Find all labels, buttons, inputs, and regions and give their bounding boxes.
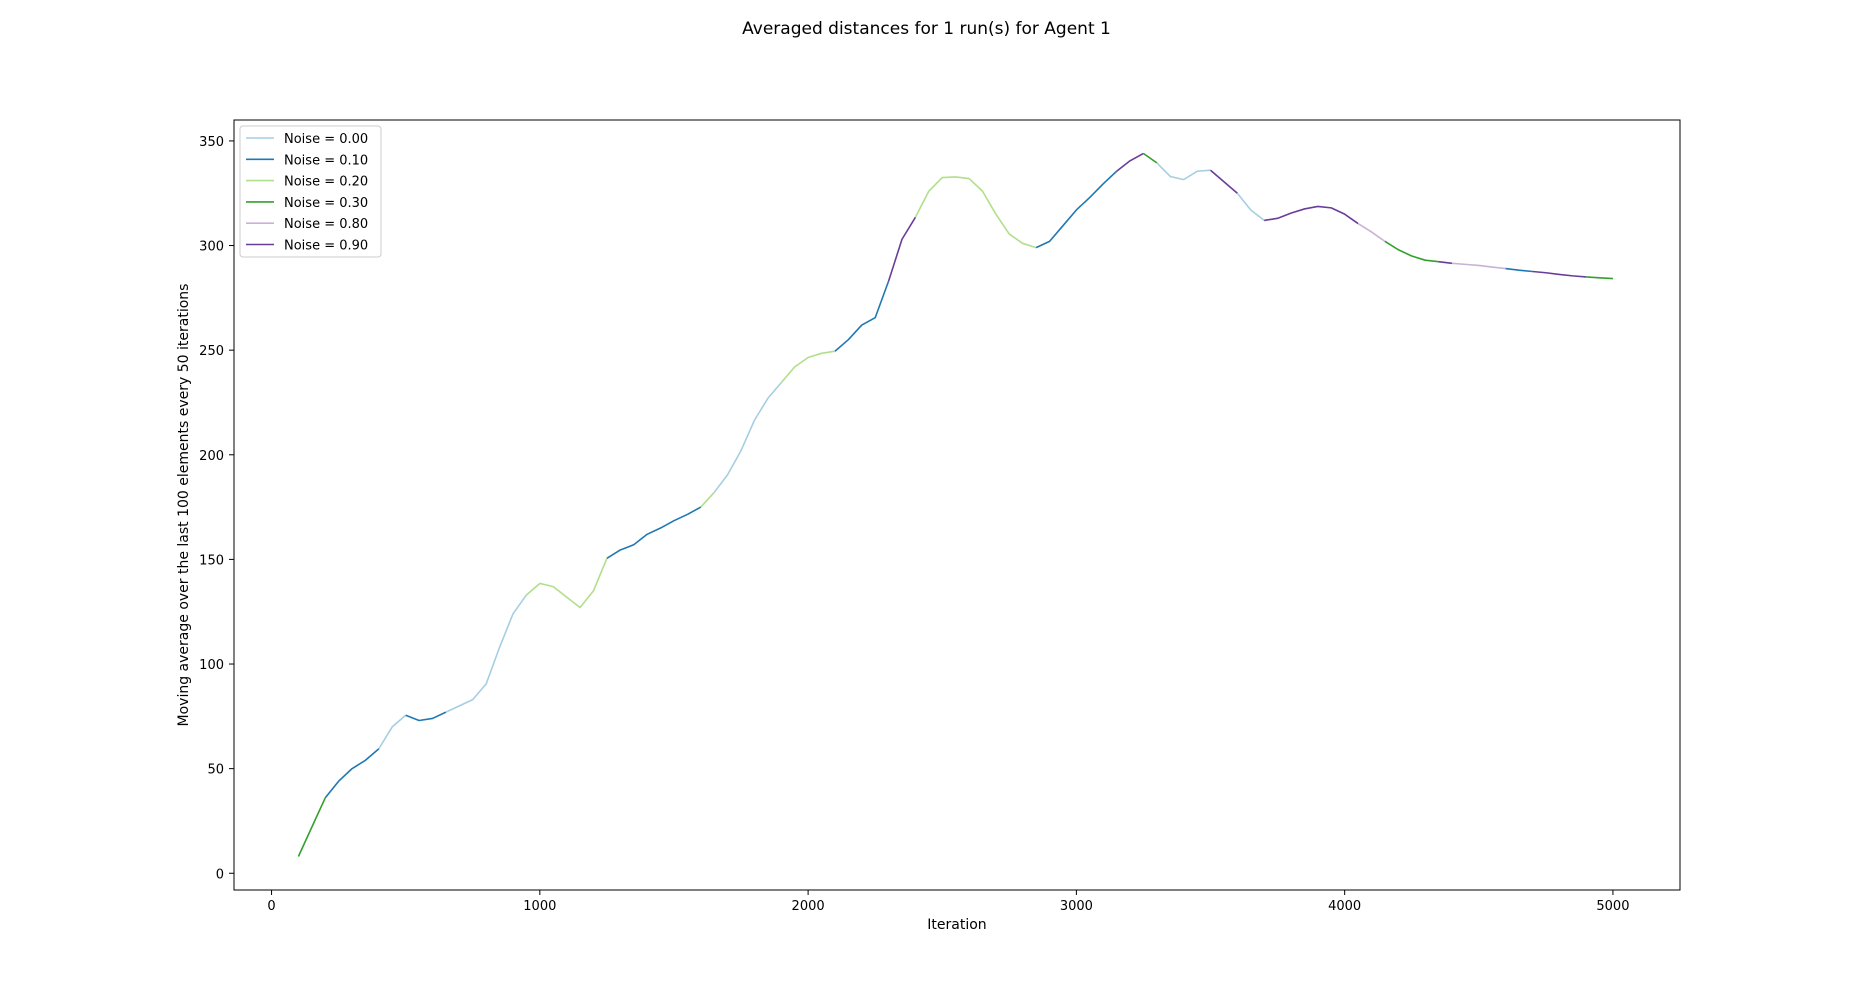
legend-label: Noise = 0.00: [284, 132, 368, 147]
x-axis: 0 1000 2000 3000 4000 5000: [267, 890, 1629, 914]
series-line-segment: [887, 216, 917, 282]
x-tick-label: 2000: [792, 899, 825, 914]
series-line-segment: [1116, 152, 1144, 172]
y-tick-label: 0: [216, 867, 224, 882]
plot-area-frame: [233, 119, 1681, 891]
series-line-segment: [1438, 260, 1453, 265]
series-line-segment: [1209, 169, 1238, 194]
chart-title: Averaged distances for 1 run(s) for Agen…: [742, 19, 1111, 39]
x-axis-label: Iteration: [927, 917, 986, 933]
series-line-segment: [324, 748, 380, 799]
y-tick-label: 250: [199, 344, 224, 359]
series-line-segment: [1142, 152, 1158, 164]
series-line-segment: [445, 594, 528, 713]
series-line-segment: [297, 797, 326, 857]
series-line-segment: [700, 491, 715, 508]
y-tick-label: 150: [199, 553, 224, 568]
x-tick-label: 1000: [523, 899, 556, 914]
series-line-segment: [606, 506, 702, 560]
legend-label: Noise = 0.10: [284, 153, 368, 168]
series-line-segment: [1451, 262, 1506, 270]
y-tick-label: 300: [199, 240, 224, 255]
x-tick-label: 4000: [1328, 899, 1361, 914]
y-tick-label: 200: [199, 449, 224, 464]
series-line-segment: [1532, 270, 1587, 278]
x-tick-label: 3000: [1060, 899, 1093, 914]
y-tick-label: 100: [199, 658, 224, 673]
series-line-segment: [1236, 192, 1265, 222]
y-tick-label: 50: [207, 763, 224, 778]
series-line-segment: [378, 714, 407, 750]
series-line-segment: [1156, 162, 1211, 181]
series-line-segment: [780, 350, 836, 384]
legend-label: Noise = 0.80: [284, 217, 368, 232]
series-line-segment: [834, 280, 890, 352]
y-axis-label: Moving average over the last 100 element…: [176, 284, 192, 727]
y-tick-label: 350: [199, 135, 224, 150]
series-lines: [297, 152, 1613, 857]
y-axis: 0 50 100 150 200 250 300 350: [199, 135, 234, 882]
legend-label: Noise = 0.20: [284, 175, 368, 190]
x-tick-label: 0: [267, 899, 275, 914]
series-line-segment: [1035, 170, 1118, 249]
series-line-segment: [1357, 222, 1386, 243]
series-line-segment: [1264, 205, 1359, 225]
legend-box: [239, 125, 382, 258]
x-tick-label: 5000: [1596, 899, 1629, 914]
series-line-segment: [1384, 240, 1439, 263]
series-line-segment: [1505, 267, 1533, 273]
legend: Noise = 0.00 Noise = 0.10 Noise = 0.20 Nois…: [239, 125, 382, 258]
series-line-segment: [525, 558, 608, 609]
series-line-segment: [1586, 276, 1613, 280]
legend-label: Noise = 0.90: [284, 239, 368, 254]
legend-label: Noise = 0.30: [284, 196, 368, 211]
series-line-segment: [914, 176, 1037, 249]
series-line-segment: [405, 711, 447, 722]
series-line-segment: [713, 382, 782, 493]
